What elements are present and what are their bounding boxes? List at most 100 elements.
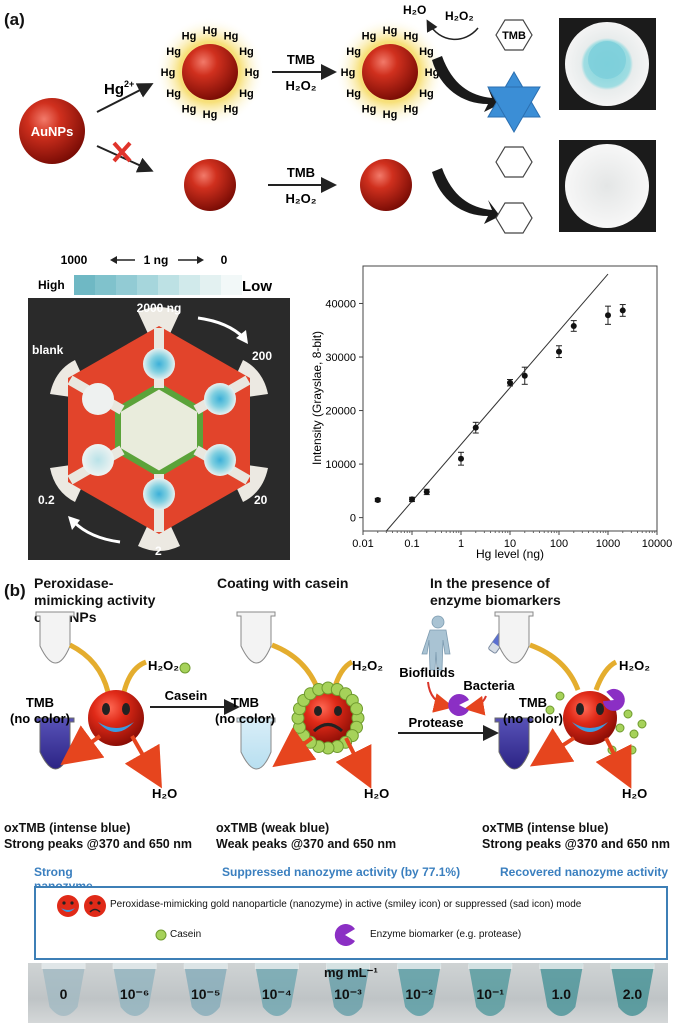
output-3-line2: Strong peaks @370 and 650 nm	[482, 837, 670, 851]
panel-b-letter: (b)	[4, 581, 26, 600]
tmb-hexagon	[495, 19, 533, 51]
hg-atom-label: Hg	[224, 103, 239, 115]
hg-ion-label: Hg2+	[104, 79, 134, 98]
concentration-label: 10⁻⁵	[190, 986, 221, 1002]
col2-title: Coating with casein	[217, 575, 349, 591]
tube-top-3	[494, 611, 534, 664]
curved-arrow-bottom	[432, 168, 500, 224]
hg-atom-label: Hg	[341, 67, 356, 79]
nanozyme-smiley-3	[563, 691, 617, 745]
col2-diagram	[236, 611, 372, 789]
protease-pacman-icon	[448, 694, 469, 716]
h2o2-1: H₂O₂	[148, 658, 179, 673]
scale-mid-value: 1 ng	[144, 253, 169, 267]
legend-smiley-mouth	[61, 908, 75, 912]
output-3-line1: oxTMB (intense blue)	[482, 821, 609, 835]
legend-smiley-icon	[57, 895, 79, 917]
sad-eye-r	[334, 706, 342, 716]
casein-bead	[615, 723, 625, 733]
chip-label-top: 2000 ng	[137, 301, 182, 315]
bacteria-arrow	[464, 695, 487, 716]
h2o-label: H₂O	[403, 3, 426, 17]
curved-arrow-top	[432, 56, 500, 112]
legend-sad-eye-l	[89, 901, 93, 905]
hg-atom-label: Hg	[224, 31, 239, 43]
col3-title-line2: enzyme biomarkers	[430, 592, 561, 608]
stem-1b	[121, 659, 148, 693]
data-point	[374, 496, 381, 503]
casein-bead	[545, 705, 555, 715]
tube-bottom-2	[236, 717, 276, 770]
chip-label-right-top: 200	[252, 349, 272, 363]
data-point	[605, 312, 611, 319]
y-tick-label: 10000	[325, 459, 356, 471]
human-figure-icon	[421, 615, 451, 671]
x-tick-label: 100	[550, 538, 568, 550]
hg-atom-label: Hg	[203, 25, 218, 37]
tmb-1-l2: (no color)	[10, 711, 70, 726]
h2o2-2: H₂O₂	[352, 658, 383, 673]
tube-rim	[326, 963, 370, 969]
tmb-hexagon-plain-2	[495, 202, 533, 234]
tube-rim	[183, 963, 228, 969]
hg-atom-label: Hg	[346, 88, 361, 100]
header-recovered: Recovered nanozyme activity	[500, 865, 669, 879]
smiley-1-eye-r	[122, 703, 130, 715]
tube-photo-svg	[41, 963, 655, 1016]
sample-tube	[326, 963, 370, 1016]
chip-arrow-clockwise-top-head	[236, 330, 248, 344]
scale-swatches	[74, 275, 242, 295]
output-1: oxTMB (intense blue) Strong peaks @370 a…	[4, 820, 192, 852]
hg-atom-label: Hg	[362, 31, 377, 43]
concentration-label: 10⁻²	[405, 986, 433, 1002]
hg-aunp-1	[182, 44, 238, 100]
casein-bead	[627, 745, 637, 755]
stem-3a	[529, 642, 581, 691]
h2o-1: H₂O	[152, 786, 177, 801]
legend-sad-mouth	[89, 908, 101, 913]
concentration-label: 2.0	[622, 986, 643, 1002]
x-tick-label: 0.1	[404, 538, 419, 550]
hg-atom-label: Hg	[404, 103, 419, 115]
tube-rim	[397, 963, 442, 969]
data-point	[458, 455, 464, 462]
arrow-1-down-left	[60, 725, 105, 766]
chart-x-label: Hg level (ng)	[476, 547, 544, 561]
tmb-2-l2: (no color)	[215, 711, 275, 726]
output-1-line1: oxTMB (intense blue)	[4, 821, 131, 835]
smiley-3-eye-l	[576, 703, 584, 715]
scale-low-value: 0	[221, 253, 228, 267]
sample-tube	[397, 963, 442, 1016]
concentration-label: 10⁻³	[334, 986, 362, 1002]
calibration-chart: 0.01 0.1 1 10 100 1000 10000 0 10000 20000 30000 40…	[310, 265, 672, 561]
scale-high-word: High	[38, 278, 65, 292]
legend-casein-text: Casein	[170, 929, 202, 940]
legend-nanozyme-text: Peroxidase-mimicking gold nanoparticle (…	[110, 899, 582, 910]
data-point	[409, 496, 415, 503]
hg-atom-label: Hg	[346, 46, 361, 58]
y-tick-label: 40000	[325, 298, 356, 310]
hg-atom-label: Hg	[166, 46, 181, 58]
tube-rim	[610, 963, 655, 969]
data-point	[521, 372, 528, 379]
tmb-2-l1: TMB	[231, 695, 259, 710]
h2o2-3: H₂O₂	[619, 658, 650, 673]
dish-top-blue-spot	[588, 41, 626, 79]
casein-bead	[555, 691, 565, 701]
stem-3b	[593, 659, 618, 691]
enzyme-pacman-attached	[602, 688, 625, 711]
legend-sad-icon	[84, 895, 106, 917]
concentration-label: 10⁻⁴	[261, 986, 292, 1002]
concentration-label: 1.0	[551, 986, 572, 1002]
tube-bottom-3	[494, 717, 534, 770]
concentration-label: 0	[59, 986, 68, 1002]
stem-1a	[68, 642, 111, 693]
output-2: oxTMB (weak blue) Weak peaks @370 and 65…	[216, 820, 396, 852]
arrow-3-down-left	[529, 727, 576, 767]
hg-aunp-2	[362, 44, 418, 100]
biofluids-label: Biofluids	[399, 665, 455, 680]
scale-arrow-left-head	[110, 256, 117, 264]
scale-arrow-right-head	[197, 256, 204, 264]
h2o-curve-arrow	[426, 19, 479, 41]
chip-spot-200	[204, 383, 236, 415]
